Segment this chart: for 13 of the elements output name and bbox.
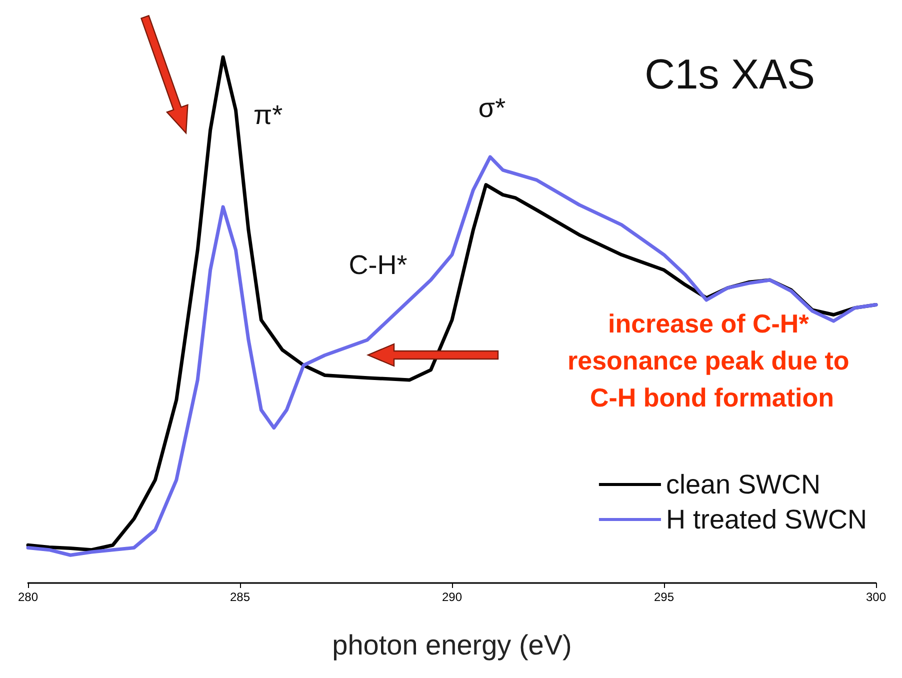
x-tick-label: 290: [442, 590, 462, 604]
x-tick-label: 285: [230, 590, 250, 604]
annotation: π*: [253, 100, 284, 130]
x-tick-label: 280: [18, 590, 38, 604]
x-axis-title: photon energy (eV): [332, 630, 572, 660]
legend-label: clean SWCN: [666, 470, 820, 500]
x-tick-label: 295: [654, 590, 674, 604]
annotation: C-H*: [348, 250, 408, 280]
x-tick-label: 300: [866, 590, 886, 604]
legend-label: H treated SWCN: [666, 504, 868, 534]
chart-title: C1s XAS: [644, 50, 816, 98]
annotation: σ*: [478, 93, 506, 123]
annotation: increase of C-H* resonance peak due to C-H bond formation: [568, 308, 856, 412]
